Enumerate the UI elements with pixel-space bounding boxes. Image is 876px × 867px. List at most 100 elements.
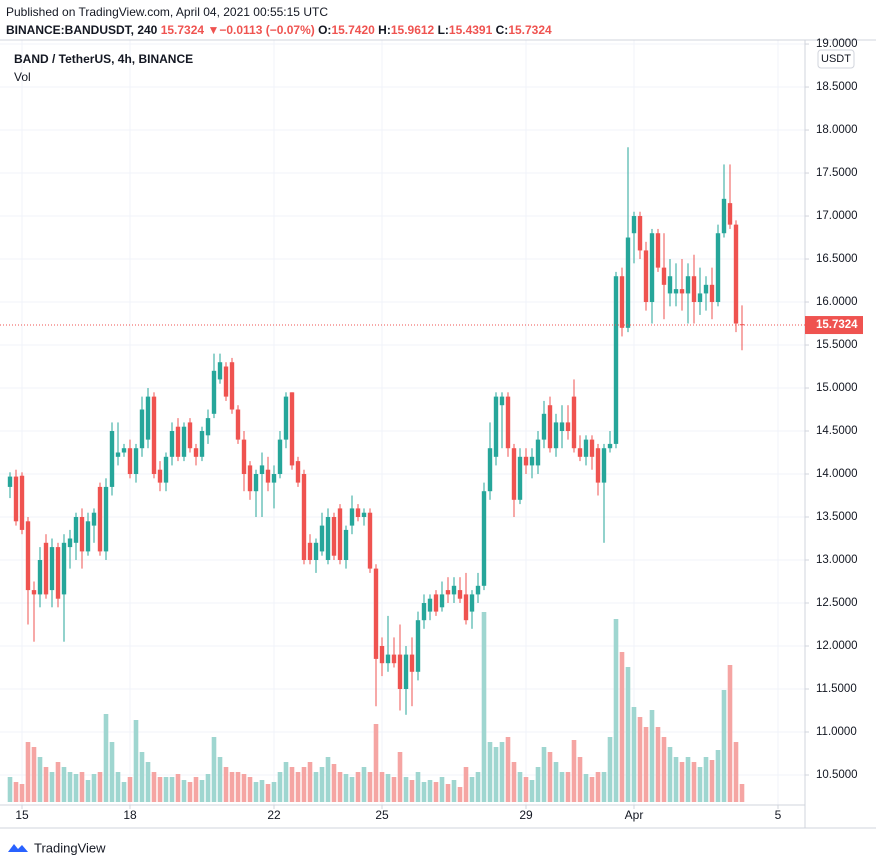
volume-bar — [577, 757, 583, 802]
volume-bar — [319, 767, 325, 802]
currency: USDT — [821, 53, 851, 65]
volume-bar — [715, 750, 721, 802]
y-tick-label: 15.0000 — [816, 382, 858, 394]
volume-bar — [721, 690, 727, 802]
volume-bar — [61, 767, 67, 802]
last-price-label: 15.7324 — [816, 319, 858, 331]
candle-body — [211, 370, 217, 414]
candle-body — [445, 590, 451, 595]
volume-bar — [121, 782, 127, 802]
chart-title: BAND / TetherUS, 4h, BINANCE — [14, 52, 193, 66]
volume-bar — [451, 780, 457, 802]
volume-bar — [649, 710, 655, 802]
candle-body — [325, 517, 331, 561]
candle-body — [169, 431, 175, 457]
volume-bar — [175, 774, 181, 802]
volume-bar — [643, 727, 649, 802]
x-tick-label: Apr — [625, 808, 644, 822]
candle-body — [157, 469, 163, 483]
volume-bar — [157, 777, 163, 802]
candle-body — [145, 396, 151, 440]
y-tick-label: 18.5000 — [816, 81, 858, 93]
candle-body — [163, 456, 169, 483]
candle-body — [79, 517, 85, 552]
y-tick-label: 14.5000 — [816, 425, 858, 437]
candle-body — [61, 542, 67, 595]
volume-bar — [373, 724, 379, 802]
volume-bar — [25, 742, 31, 802]
volume-bar — [553, 762, 559, 802]
high: 15.9612 — [390, 23, 435, 37]
y-tick-label: 10.5000 — [816, 769, 858, 781]
volume-bar — [655, 727, 661, 802]
volume-bar — [667, 747, 673, 802]
volume-bar — [469, 777, 475, 802]
y-tick-label: 14.0000 — [816, 468, 858, 480]
volume-bar — [343, 774, 349, 802]
candle-body — [415, 620, 421, 672]
candle-body — [607, 443, 613, 449]
candle-body — [121, 448, 127, 453]
candle-body — [313, 542, 319, 561]
candle-body — [475, 585, 481, 595]
candle-body — [247, 465, 253, 492]
candle-body — [103, 486, 109, 552]
volume-bar — [133, 720, 139, 802]
quote-line: BINANCE:BANDUSDT, 240 15.7324 ▼−0.0113 (… — [6, 23, 552, 37]
volume-bar — [637, 717, 643, 802]
volume-bar — [535, 767, 541, 802]
volume-bar — [211, 737, 217, 802]
candle-body — [565, 422, 571, 432]
candle-body — [289, 392, 295, 466]
candle-body — [253, 474, 259, 492]
x-tick-label: 25 — [375, 808, 389, 822]
candle-body — [91, 512, 97, 526]
volume-bar — [181, 780, 187, 802]
x-tick-label: 18 — [123, 808, 137, 822]
candle-body — [691, 276, 697, 303]
volume-bar — [109, 742, 115, 802]
y-tick-label: 17.0000 — [816, 210, 858, 222]
volume-bar — [625, 667, 631, 802]
candle-body — [727, 203, 733, 225]
volume-bar — [385, 774, 391, 802]
volume-bar — [331, 764, 337, 802]
volume-bar — [295, 772, 301, 802]
candle-body — [661, 267, 667, 285]
volume-bar — [223, 767, 229, 802]
volume-bar — [739, 784, 745, 802]
volume-bar — [163, 777, 169, 802]
volume-bar — [169, 777, 175, 802]
candle-body — [643, 250, 649, 303]
volume-bar — [187, 782, 193, 802]
volume-bar — [337, 772, 343, 802]
candle-body — [487, 448, 493, 492]
candle-body — [439, 594, 445, 608]
candle-body — [73, 517, 79, 543]
candle-body — [361, 512, 367, 518]
volume-bar — [247, 777, 253, 802]
candle-body — [151, 396, 157, 475]
volume-bar — [601, 772, 607, 802]
volume-bar — [145, 762, 151, 802]
c-label: C: — [495, 23, 509, 37]
candle-body — [193, 448, 199, 457]
volume-bar — [7, 777, 13, 802]
volume-bar — [697, 767, 703, 802]
candle-body — [511, 448, 517, 500]
volume-bar — [283, 762, 289, 802]
candle-body — [391, 654, 397, 664]
volume-bar — [673, 757, 679, 802]
volume-bar — [589, 777, 595, 802]
volume-bar — [439, 777, 445, 802]
volume-bar — [235, 772, 241, 802]
volume-bar — [313, 772, 319, 802]
candle-body — [205, 418, 211, 436]
candle-body — [19, 475, 25, 530]
candle-body — [577, 448, 583, 457]
candle-body — [241, 439, 247, 475]
volume-bar — [727, 665, 733, 802]
volume-bar — [607, 737, 613, 802]
volume-bar — [43, 767, 49, 802]
